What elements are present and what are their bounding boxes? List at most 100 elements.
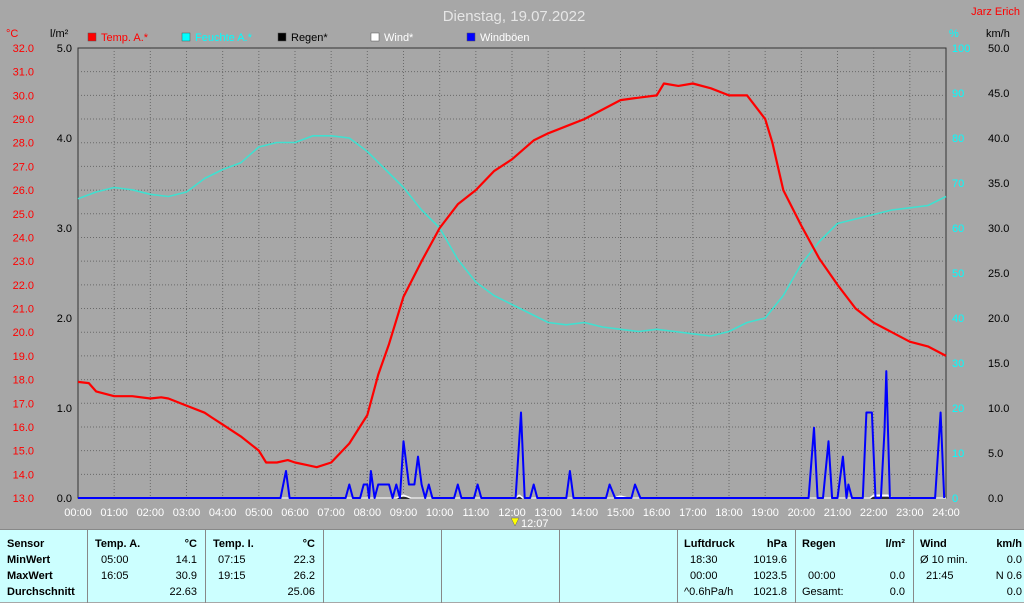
rain-total-value: 0.0: [889, 586, 905, 598]
legend-label: Temp. A.*: [101, 32, 149, 44]
sensor-row-min: MinWert: [7, 554, 51, 566]
x-tick-label: 20:00: [788, 507, 816, 519]
x-tick-label: 03:00: [173, 507, 201, 519]
sensor-header: Sensor: [7, 538, 45, 550]
humidity-tick-label: 60: [952, 223, 964, 235]
temp-i-min-value: 22.3: [293, 554, 315, 566]
humidity-tick-label: 80: [952, 133, 964, 145]
temp-tick-label: 20.0: [13, 327, 34, 339]
x-tick-label: 13:00: [534, 507, 562, 519]
humidity-tick-label: 30: [952, 358, 964, 370]
wind-max-value: N 0.6: [995, 570, 1022, 582]
rain-unit: l/m²: [885, 538, 905, 550]
humidity-tick-label: 10: [952, 448, 964, 460]
pressure-max-time: 00:00: [690, 570, 718, 582]
humidity-tick-label: 70: [952, 178, 964, 190]
temp-tick-label: 30.0: [13, 90, 34, 102]
x-tick-label: 06:00: [281, 507, 309, 519]
temp-i-unit: °C: [302, 538, 315, 550]
sensor-row-max: MaxWert: [7, 570, 53, 582]
wind-unit: km/h: [996, 538, 1022, 550]
x-tick-label: 11:00: [462, 507, 489, 519]
humidity-tick-label: 90: [952, 88, 964, 100]
humidity-tick-label: 20: [952, 403, 964, 415]
temp-tick-label: 28.0: [13, 138, 34, 150]
wind-third-value: 0.0: [1006, 586, 1022, 598]
x-tick-label: 17:00: [679, 507, 707, 519]
rain-max-value: 0.0: [889, 570, 905, 582]
temp-tick-label: 26.0: [13, 185, 34, 197]
stats-col-sensor: Sensor MinWert MaxWert Durchschnitt: [0, 530, 88, 603]
sensor-row-avg: Durchschnitt: [7, 586, 75, 598]
rain-unit-label: l/m²: [50, 28, 69, 40]
temp-tick-label: 13.0: [13, 493, 34, 505]
temp-tick-label: 19.0: [13, 351, 34, 363]
temp-i-avg-value: 25.06: [287, 586, 315, 598]
wind-tick-label: 30.0: [988, 223, 1009, 235]
x-tick-label: 10:00: [426, 507, 454, 519]
series-line-windben: [78, 370, 946, 499]
cursor-marker: 12:07: [510, 517, 549, 530]
legend-swatch: [277, 32, 287, 42]
temp-unit-label: °C: [6, 28, 18, 40]
series-line-tempa: [77, 82, 947, 469]
x-tick-label: 15:00: [607, 507, 635, 519]
rain-tick-label: 5.0: [57, 43, 72, 55]
wind-tick-label: 45.0: [988, 88, 1009, 100]
x-tick-label: 00:00: [64, 507, 92, 519]
x-tick-label: 01:00: [100, 507, 128, 519]
x-tick-label: 08:00: [354, 507, 382, 519]
cursor-triangle: [510, 517, 520, 527]
temp-tick-label: 24.0: [13, 232, 34, 244]
stats-col-pressure: Luftdruck hPa 18:30 1019.6 00:00 1023.5 ^0.…: [678, 530, 796, 603]
x-tick-label: 02:00: [137, 507, 165, 519]
stats-col-empty-1: [324, 530, 442, 603]
temp-i-header: Temp. I.: [213, 538, 254, 550]
wind-tick-label: 10.0: [988, 403, 1009, 415]
x-tick-label: 14:00: [571, 507, 599, 519]
rain-tick-label: 2.0: [57, 313, 72, 325]
rain-tick-label: 1.0: [57, 403, 72, 415]
temp-tick-label: 23.0: [13, 256, 34, 268]
stats-col-empty-2: [442, 530, 560, 603]
temp-i-max-time: 19:15: [218, 570, 246, 582]
temp-tick-label: 14.0: [13, 469, 34, 481]
wind-max-time: 21:45: [926, 570, 954, 582]
axis-labels: 32.0 31.0 30.0 29.0 28.0 27.0 26.0 25.0 24.0 23.0…: [13, 43, 1010, 519]
temp-tick-label: 21.0: [13, 304, 34, 316]
wind-tick-label: 0.0: [988, 493, 1003, 505]
wind-header: Wind: [920, 538, 947, 550]
legend-swatch: [466, 32, 476, 42]
pressure-unit: hPa: [766, 538, 787, 550]
legend-swatch: [87, 32, 97, 42]
rain-tick-label: 0.0: [57, 493, 72, 505]
pressure-header: Luftdruck: [684, 538, 735, 550]
legend-swatch: [370, 32, 380, 42]
author-label: Jarz Erich: [971, 6, 1020, 18]
grid: [78, 48, 946, 498]
x-tick-label: 19:00: [751, 507, 779, 519]
wind-unit-label: km/h: [986, 28, 1010, 40]
pressure-min-value: 1019.6: [753, 554, 787, 566]
stats-col-temp-i: Temp. I. °C 07:15 22.3 19:15 26.2 25.06: [206, 530, 324, 603]
stats-panel: Sensor MinWert MaxWert Durchschnitt Temp…: [0, 529, 1024, 603]
legend-label: Windböen: [480, 32, 530, 44]
wind-tick-label: 20.0: [988, 313, 1009, 325]
legend-label: Feuchte A.*: [195, 32, 253, 44]
wind-avg-label: Ø 10 min.: [920, 554, 968, 566]
temp-tick-label: 31.0: [13, 67, 34, 79]
stats-col-empty-3: [560, 530, 678, 603]
rain-header: Regen: [802, 538, 836, 550]
temp-a-min-time: 05:00: [101, 554, 129, 566]
legend: Temp. A.* Feuchte A.* Regen* Wind* Windböen: [87, 32, 530, 44]
rain-total-label: Gesamt:: [802, 586, 844, 598]
stats-col-wind: Wind km/h Ø 10 min. 0.0 21:45 N 0.6 0.0: [914, 530, 1024, 603]
weather-chart: 32.0 31.0 30.0 29.0 28.0 27.0 26.0 25.0 24.0 23.0…: [6, 6, 1020, 530]
temp-a-max-time: 16:05: [101, 570, 129, 582]
data-lines: [77, 82, 947, 499]
humidity-tick-label: 100: [952, 43, 970, 55]
humidity-tick-label: 40: [952, 313, 964, 325]
series-line-feuchtea: [77, 135, 947, 337]
x-tick-label: 18:00: [715, 507, 743, 519]
x-tick-label: 21:00: [824, 507, 852, 519]
